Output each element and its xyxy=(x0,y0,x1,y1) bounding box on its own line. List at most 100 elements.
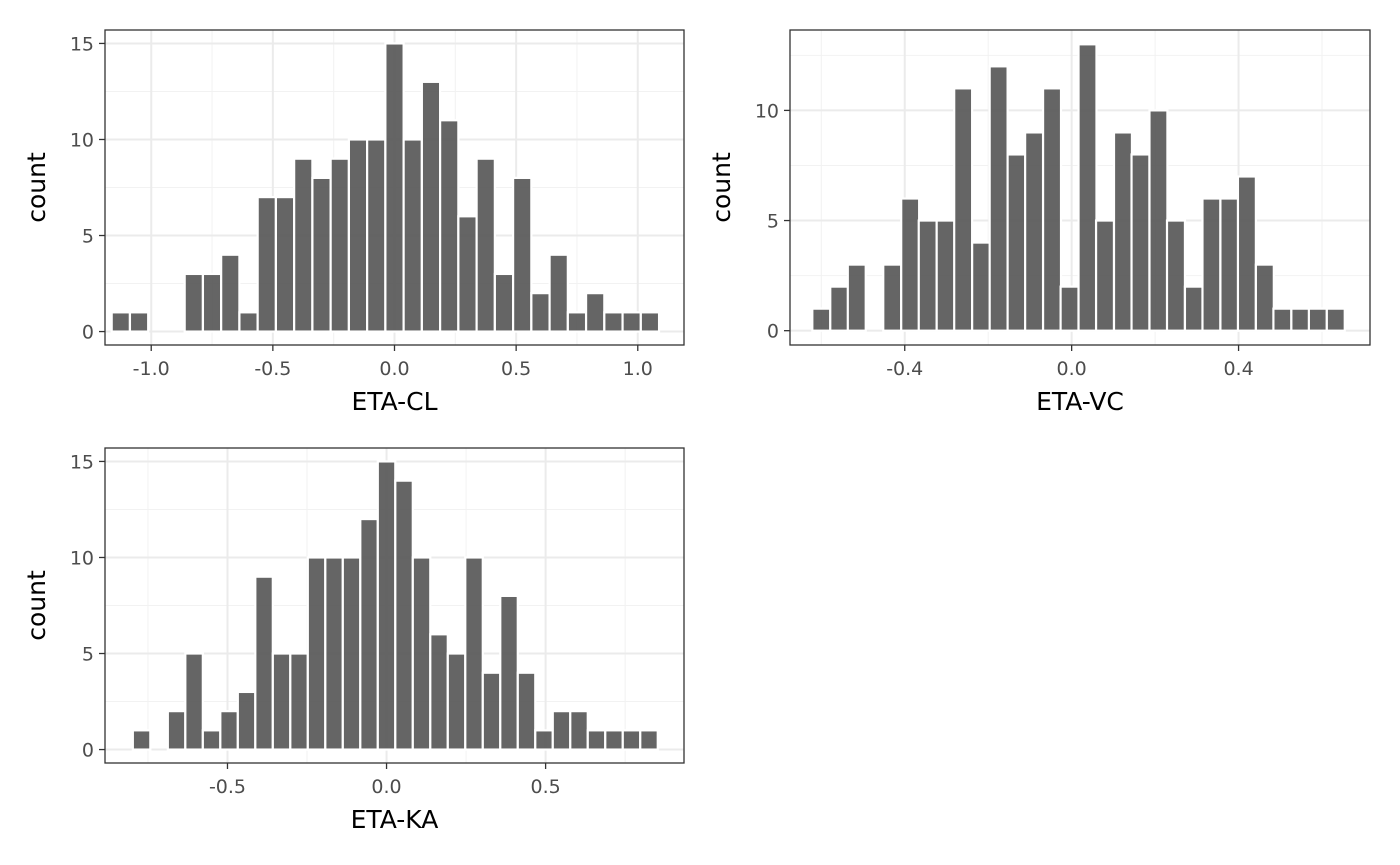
histogram-bar xyxy=(475,157,496,333)
panel-border xyxy=(789,29,1371,346)
histogram-bar xyxy=(1148,109,1169,332)
histogram-bar xyxy=(238,311,259,333)
x-tick-label: 0.0 xyxy=(379,358,409,380)
y-tick-label: 5 xyxy=(767,211,779,233)
histogram-bar xyxy=(201,729,222,751)
histogram-bar xyxy=(1094,219,1116,332)
y-axis-title: count xyxy=(22,152,51,223)
x-tick-label: -0.5 xyxy=(254,358,291,380)
histogram-bar xyxy=(236,690,257,751)
histogram-bar xyxy=(1219,197,1240,332)
histogram-bar xyxy=(420,80,442,333)
y-tick-label: 10 xyxy=(755,100,779,122)
x-axis-title: ETA-CL xyxy=(351,387,437,416)
x-tick-label: 0.5 xyxy=(531,776,561,798)
histogram-bar xyxy=(586,729,607,751)
histogram-bar xyxy=(1130,153,1151,332)
histogram-bar xyxy=(256,196,278,333)
histogram-bar xyxy=(1112,131,1134,332)
histogram-bar xyxy=(1236,175,1257,332)
histogram-bar xyxy=(329,157,350,333)
histogram-bar xyxy=(511,176,533,333)
histogram-bar xyxy=(464,556,484,751)
histogram-bar xyxy=(551,710,572,751)
histogram-bar xyxy=(811,307,832,332)
histogram-bar xyxy=(289,652,309,751)
histogram-bar xyxy=(493,272,515,333)
histogram-bar xyxy=(220,253,241,333)
histogram-bar xyxy=(988,65,1009,332)
histogram-bar xyxy=(566,311,588,333)
histogram-bar xyxy=(604,729,624,751)
x-tick-label: 0.0 xyxy=(371,776,401,798)
histogram-bar xyxy=(376,460,397,751)
y-tick-label: 5 xyxy=(82,226,94,248)
histogram-bar xyxy=(1290,307,1311,332)
histogram-bar xyxy=(457,215,478,333)
histogram-bar xyxy=(166,710,187,751)
histogram-bar xyxy=(184,652,204,751)
y-tick-label: 5 xyxy=(82,644,94,666)
y-tick-label: 0 xyxy=(82,740,94,762)
histogram-bar xyxy=(621,729,642,751)
histogram-bar xyxy=(935,219,956,332)
histogram-bar xyxy=(516,671,537,751)
histogram-bar xyxy=(347,138,369,333)
x-tick-label: 0.0 xyxy=(1057,358,1087,380)
x-tick-label: -0.4 xyxy=(886,358,923,380)
histogram-bar xyxy=(306,556,327,751)
histogram-bar xyxy=(639,311,661,333)
histogram-bar xyxy=(384,42,405,333)
axis-ticks: -0.4 0.0 0.4 0 5 10 xyxy=(755,100,1254,380)
y-tick-label: 15 xyxy=(70,33,94,55)
axis-ticks: -0.5 0.0 0.5 0 5 10 15 xyxy=(70,451,561,798)
histogram-bar xyxy=(1272,307,1293,332)
histogram-bar xyxy=(219,710,239,751)
x-tick-label: 0.4 xyxy=(1223,358,1253,380)
histogram-bar xyxy=(900,197,921,332)
x-tick-label: -1.0 xyxy=(133,358,170,380)
bars xyxy=(110,42,661,333)
histogram-bar xyxy=(1307,307,1328,332)
y-tick-label: 15 xyxy=(70,451,94,473)
y-axis-title: count xyxy=(22,570,51,641)
x-tick-label: 1.0 xyxy=(623,358,653,380)
histogram-bar xyxy=(548,253,569,333)
x-axis-title: ETA-KA xyxy=(351,805,439,834)
y-tick-label: 10 xyxy=(70,547,94,569)
panel-eta-ka: -0.5 0.0 0.5 0 5 10 15 ETA-KA count xyxy=(22,447,685,834)
histogram-bar xyxy=(311,176,332,333)
histogram-bar xyxy=(183,272,205,333)
x-tick-label: -0.5 xyxy=(209,776,246,798)
y-tick-label: 0 xyxy=(82,322,94,344)
histogram-bar xyxy=(1024,131,1045,332)
histogram-bar xyxy=(829,285,850,332)
histogram-bar xyxy=(446,652,467,751)
histogram-bar xyxy=(274,196,296,333)
bars xyxy=(811,43,1346,332)
histogram-bar xyxy=(971,241,992,332)
histogram-bar xyxy=(402,138,423,333)
panel-eta-cl: -1.0 -0.5 0.0 0.5 1.0 0 5 10 15 ETA-CL count xyxy=(22,29,685,416)
histogram-bar xyxy=(584,292,606,333)
y-axis-title: count xyxy=(707,152,736,223)
histogram-bar xyxy=(366,138,387,333)
histogram-bar xyxy=(341,556,362,751)
histogram-bar xyxy=(359,517,379,751)
panel-border xyxy=(104,447,685,764)
histogram-bar xyxy=(411,556,432,751)
histogram-bar xyxy=(1325,307,1346,332)
histogram-bar xyxy=(110,311,132,333)
histogram-bar xyxy=(394,479,414,751)
histogram-bar xyxy=(1254,263,1275,332)
histogram-bar xyxy=(621,311,642,333)
histogram-bar xyxy=(1059,285,1080,332)
histogram-bar xyxy=(481,671,502,751)
histogram-bar xyxy=(882,263,903,332)
x-tick-label: 0.5 xyxy=(501,358,531,380)
histogram-bar xyxy=(953,87,974,332)
y-tick-label: 10 xyxy=(70,129,94,151)
histogram-bar xyxy=(569,710,589,751)
x-axis-title: ETA-VC xyxy=(1036,387,1124,416)
